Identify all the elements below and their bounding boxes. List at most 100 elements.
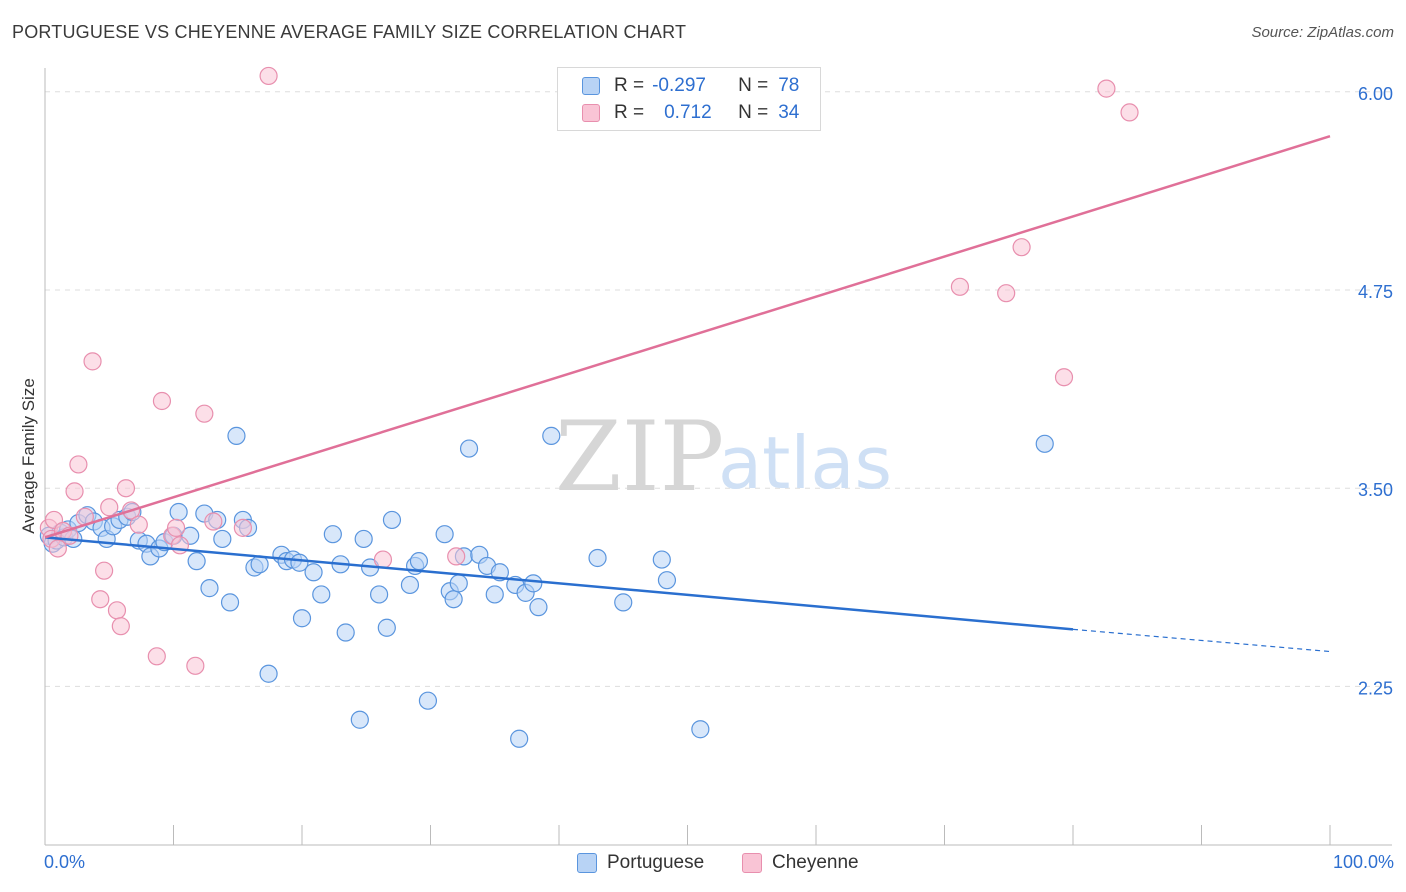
cheyenne-point: [233, 518, 252, 537]
cheyenne-point: [447, 547, 466, 566]
cheyenne-point: [170, 536, 190, 555]
y-tick-labels: 2.25 3.50 4.75 6.00: [1358, 84, 1393, 699]
portuguese-point: [227, 426, 246, 445]
y-tick-label: 2.25: [1358, 678, 1393, 698]
cheyenne-point: [195, 404, 214, 423]
cheyenne-point: [186, 656, 205, 675]
portuguese-point: [485, 585, 504, 604]
cheyenne-point: [69, 455, 88, 474]
chart-title: PORTUGUESE VS CHEYENNE AVERAGE FAMILY SI…: [12, 22, 687, 42]
r-label: R =: [614, 75, 645, 96]
portuguese-point: [336, 623, 355, 642]
cheyenne-point: [997, 284, 1016, 303]
portuguese-point: [382, 510, 402, 530]
cheyenne-point: [83, 352, 102, 371]
portuguese-point: [418, 691, 438, 710]
portuguese-point: [449, 574, 468, 593]
correlation-legend: R = -0.297 N = 78 R = 0.712 N = 34: [557, 67, 821, 131]
cheyenne-point: [100, 498, 119, 517]
cheyenne-swatch: [742, 853, 762, 873]
legend-label: Portuguese: [607, 852, 705, 873]
portuguese-point: [459, 439, 479, 458]
portuguese-point: [435, 525, 454, 544]
axes: [44, 68, 1392, 846]
portuguese-point: [542, 426, 561, 445]
r-value: -0.297: [652, 75, 706, 96]
cheyenne-point: [1012, 238, 1031, 257]
series-legend: Portuguese Cheyenne: [0, 852, 1406, 878]
trend-lines: [44, 134, 1331, 653]
portuguese-swatch: [577, 853, 597, 873]
source-credit: Source: ZipAtlas.com: [1251, 24, 1394, 41]
legend-item-portuguese: Portuguese: [577, 852, 704, 874]
grid-lines: [45, 91, 1392, 687]
portuguese-point: [290, 553, 309, 572]
portuguese-point: [350, 710, 369, 729]
cheyenne-point: [373, 550, 393, 569]
cheyenne-point: [111, 617, 130, 636]
portuguese-point: [312, 585, 331, 604]
portuguese-point: [187, 552, 206, 571]
n-value: 78: [778, 75, 800, 96]
n-value: 34: [778, 102, 800, 123]
portuguese-point: [377, 618, 396, 637]
legend-row-cheyenne: R = 0.712 N = 34: [582, 101, 799, 125]
cheyenne-point: [65, 482, 84, 501]
portuguese-point: [524, 574, 543, 593]
cheyenne-point: [129, 515, 148, 534]
portuguese-point: [400, 575, 420, 595]
portuguese-point: [354, 529, 373, 549]
cheyenne-point: [259, 66, 278, 86]
portuguese-point: [259, 664, 278, 683]
legend-row-portuguese: R = -0.297 N = 78: [582, 74, 799, 98]
watermark-zip: ZIP: [555, 401, 724, 513]
cheyenne-point: [147, 647, 166, 666]
portuguese-point: [200, 579, 219, 598]
cheyenne-point: [116, 479, 136, 498]
x-min-label: 0.0%: [44, 852, 86, 872]
r-value: 0.712: [664, 102, 712, 123]
cheyenne-point: [1120, 103, 1139, 122]
portuguese-swatch: [582, 77, 600, 95]
n-label: N =: [738, 102, 769, 123]
legend-label: Cheyenne: [772, 852, 859, 873]
portuguese-trend-extension: [1072, 628, 1331, 653]
portuguese-point: [169, 502, 188, 522]
portuguese-point: [409, 552, 429, 571]
portuguese-point: [529, 598, 548, 617]
portuguese-point: [292, 609, 312, 628]
cheyenne-point: [95, 561, 114, 580]
portuguese-points: [39, 426, 1054, 748]
cheyenne-point: [91, 590, 110, 609]
y-tick-label: 3.50: [1358, 480, 1393, 500]
x-max-label: 100.0%: [1332, 852, 1394, 872]
portuguese-point: [444, 590, 463, 609]
portuguese-point: [588, 548, 607, 568]
cheyenne-point: [152, 391, 172, 411]
y-axis-label: Average Family Size: [19, 378, 38, 534]
legend-item-cheyenne: Cheyenne: [742, 852, 859, 874]
cheyenne-trend-line: [44, 134, 1331, 539]
portuguese-point: [510, 729, 529, 748]
portuguese-point: [304, 563, 323, 582]
portuguese-point: [323, 525, 342, 544]
portuguese-point: [213, 529, 232, 549]
portuguese-point: [657, 571, 677, 590]
cheyenne-swatch: [582, 104, 600, 122]
y-tick-label: 4.75: [1358, 282, 1393, 302]
portuguese-point: [614, 593, 633, 612]
portuguese-point: [1035, 434, 1054, 453]
portuguese-point: [691, 720, 710, 739]
portuguese-point: [250, 555, 269, 574]
portuguese-trend-line: [44, 536, 1074, 631]
cheyenne-point: [950, 277, 970, 296]
cheyenne-point: [166, 518, 186, 537]
cheyenne-point: [48, 539, 67, 558]
cheyenne-point: [107, 601, 127, 620]
portuguese-point: [652, 550, 671, 569]
cheyenne-point: [1054, 368, 1074, 387]
portuguese-point: [370, 585, 389, 604]
cheyenne-point: [204, 512, 223, 531]
watermark-atlas: atlas: [718, 421, 892, 505]
